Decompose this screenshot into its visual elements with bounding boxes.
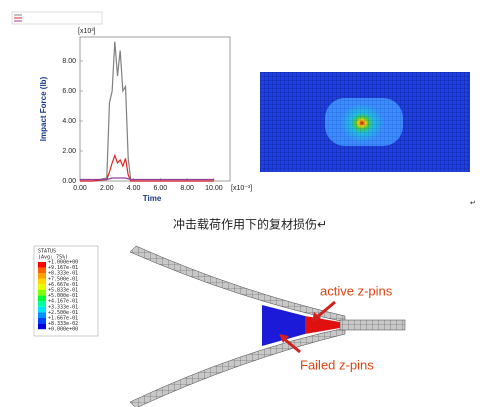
x-tick-label: 10.00	[205, 185, 223, 192]
fringe-swatch	[38, 295, 46, 302]
y-tick-label: 2.00	[62, 148, 76, 155]
fe-diagram: active z-pins Failed z-pins	[128, 245, 406, 407]
fringe-swatch	[38, 262, 46, 268]
fringe-subtitle: (Avg: 75%)	[38, 255, 68, 261]
series-line	[80, 177, 214, 181]
series-line	[80, 41, 214, 182]
joined-beam	[339, 319, 406, 331]
fringe-label: +8.333e-02	[48, 321, 78, 327]
fringe-label: +3.333e-01	[48, 304, 78, 310]
fringe-label: +1.000e+00	[48, 260, 78, 266]
x-tick-label: 8.00	[180, 185, 194, 192]
fringe-swatch	[38, 301, 46, 307]
fringe-label: +0.000e+00	[48, 327, 78, 333]
y-axis-title: Impact Force (lb)	[39, 76, 48, 141]
plot-frame	[79, 36, 231, 182]
fringe-swatch	[38, 284, 46, 290]
contour-image	[260, 72, 470, 172]
fringe-label: +9.167e-01	[48, 265, 78, 271]
caption: 冲击载荷作用下的复材损伤↵	[173, 217, 327, 232]
annotation: active z-pins	[320, 283, 393, 298]
fringe-label: +5.833e-01	[48, 288, 78, 294]
lower-arm	[129, 327, 346, 407]
fringe-swatch	[38, 273, 46, 279]
legend-box	[11, 11, 103, 25]
upper-arm	[129, 245, 346, 323]
fringe-label: +2.500e-01	[48, 310, 78, 316]
fringe-swatch	[38, 318, 46, 324]
failed-zone	[262, 305, 305, 346]
fringe-swatch	[38, 267, 46, 274]
y-tick-label: 8.00	[62, 58, 76, 65]
impact-chart: Impact Force (lb) Time [x10³] [x10⁻³] 0.…	[39, 28, 252, 203]
fringe-label: +8.333e-01	[48, 271, 78, 277]
x-axis-title: Time	[143, 194, 162, 203]
arrow	[315, 300, 336, 320]
fringe-legend: STATUS (Avg: 75%) +1.000e+00+9.167e-01+8…	[33, 245, 99, 337]
fringe-label: +6.667e-01	[48, 282, 78, 288]
y-tick-label: 4.00	[62, 118, 76, 125]
y-multiplier: [x10³]	[78, 28, 96, 35]
arrowhead	[279, 334, 289, 343]
arrow	[282, 336, 301, 354]
fringe-title: STATUS	[38, 249, 56, 255]
annotation: Failed z-pins	[300, 357, 374, 372]
y-tick-label: 0.00	[62, 178, 76, 185]
fringe-label: +5.000e-01	[48, 293, 78, 299]
arrowhead	[312, 312, 321, 322]
fringe-label: +7.500e-01	[48, 276, 78, 282]
fringe-swatch	[38, 306, 46, 313]
beam-gap	[128, 249, 405, 406]
fringe-swatch	[38, 312, 46, 318]
x-tick-label: 4.00	[127, 185, 141, 192]
fringe-swatch	[38, 290, 46, 296]
series-line	[80, 153, 214, 182]
x-tick-label: 6.00	[154, 185, 168, 192]
x-multiplier: [x10⁻³]	[231, 185, 252, 192]
x-tick-label: 2.00	[100, 185, 114, 192]
x-tick-label: 0.00	[73, 185, 87, 192]
contour-mesh	[260, 72, 470, 172]
fringe-swatch	[38, 278, 46, 285]
fringe-label: +1.667e-01	[48, 316, 78, 322]
fringe-swatch	[38, 323, 46, 330]
fringe-label: +4.167e-01	[48, 299, 78, 305]
return-mark: ↵	[470, 199, 476, 207]
y-tick-label: 6.00	[62, 88, 76, 95]
chart-legend	[11, 11, 103, 25]
